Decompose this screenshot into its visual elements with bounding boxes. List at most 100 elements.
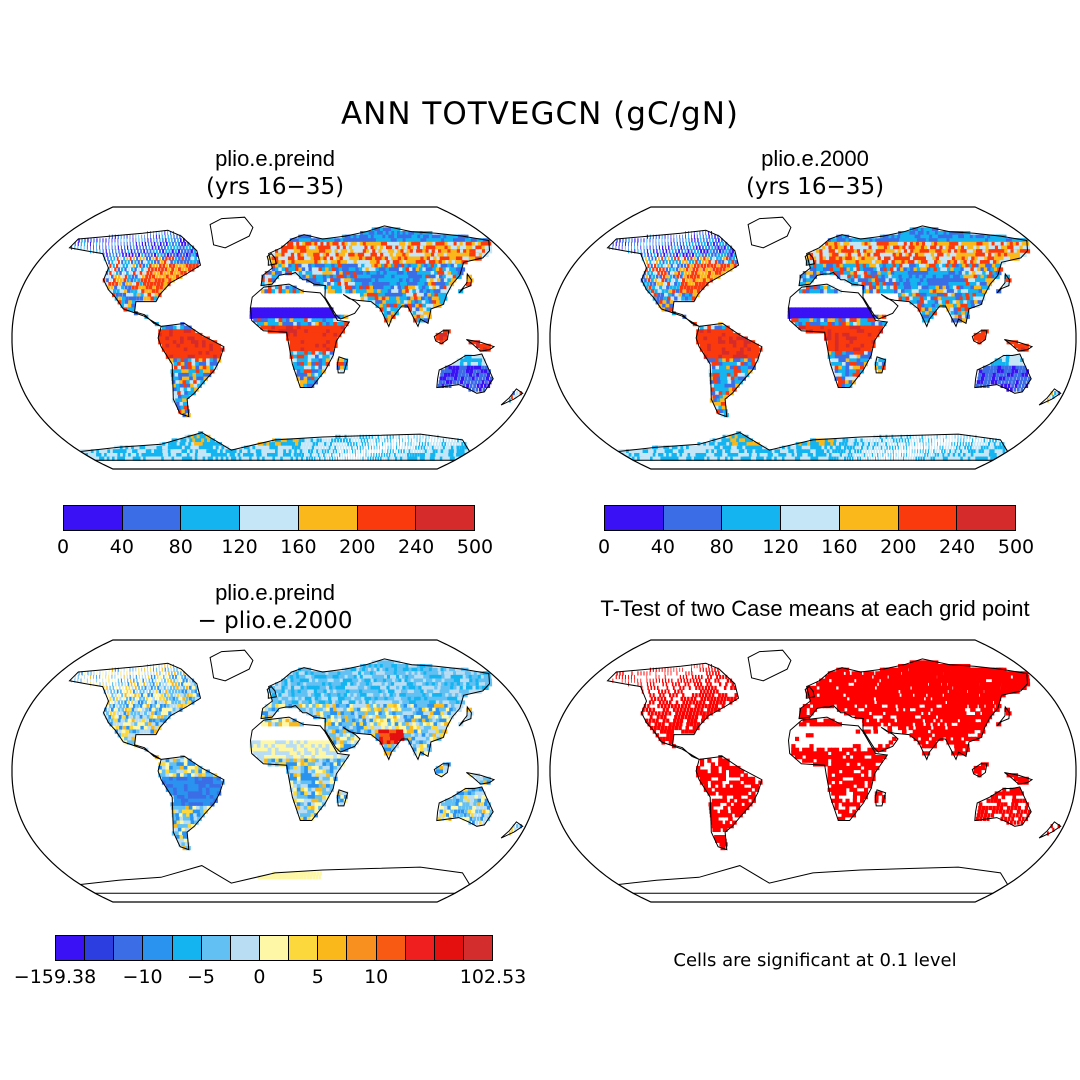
panel-2000-title: plio.e.2000 (761, 146, 869, 171)
colorbar-tick-label: 80 (168, 536, 193, 558)
panel-diff-subtitle: − plio.e.2000 (197, 608, 353, 634)
coastline-eurasia (260, 225, 491, 328)
coastline-greenland (209, 649, 254, 682)
colorbar-swatch (298, 506, 358, 530)
coastline-southAmerica (157, 755, 225, 851)
coastline-nz (500, 388, 524, 406)
coastline-uk (266, 685, 277, 699)
coastline-borneo (971, 763, 988, 778)
colorbar-tick-label: 5 (311, 966, 324, 988)
coastline-africa (787, 283, 889, 388)
colorbar-swatch (376, 936, 406, 960)
coastline-indonesiaNG (1004, 339, 1034, 352)
map-frame (549, 206, 1077, 470)
map-diff (11, 639, 539, 903)
panel-preind-title: plio.e.preind (215, 146, 335, 171)
significance-note: Cells are significant at 0.1 level (673, 950, 957, 971)
colorbar-tick-label: 102.53 (459, 966, 527, 988)
coastline-australia (974, 353, 1032, 394)
colorbar-tick-label: 200 (880, 536, 917, 558)
coastline-southAmerica (695, 755, 763, 851)
coastline-borneo (433, 763, 450, 778)
colorbar-2000 (604, 505, 1016, 531)
coastline-northAmerica (606, 229, 740, 327)
coastline-madagascar (874, 356, 887, 374)
colorbar-swatch (605, 506, 664, 530)
colorbar-swatch (781, 506, 840, 530)
map-frame (11, 206, 539, 470)
coastline-northAmerica (68, 229, 202, 327)
colorbar-swatch (434, 936, 464, 960)
colorbar-swatch (416, 506, 475, 530)
map-preind (11, 206, 539, 470)
panel-diff-header: plio.e.preind − plio.e.2000 (10, 580, 540, 634)
colorbar-swatch (663, 506, 723, 530)
colorbar-swatch (839, 506, 899, 530)
colorbar-tick-label: 10 (364, 966, 389, 988)
coastline-borneo (971, 330, 988, 345)
colorbar-tick-label: 200 (339, 536, 376, 558)
colorbar-tick-label: 240 (398, 536, 435, 558)
colorbar-swatch (289, 936, 319, 960)
colorbar-swatch (114, 936, 144, 960)
panel-2000-header: plio.e.2000 (yrs 16−35) (550, 146, 1080, 200)
coastline-japan (996, 272, 1010, 294)
panel-preind-header: plio.e.preind (yrs 16−35) (10, 146, 540, 200)
coastline-japan (458, 272, 472, 294)
colorbar-swatch (56, 936, 86, 960)
colorbar-swatch (201, 936, 231, 960)
colorbar-swatch (347, 936, 377, 960)
panel-ttest-header: T-Test of two Case means at each grid po… (550, 596, 1080, 622)
panel-2000-subtitle: (yrs 16−35) (745, 174, 885, 200)
colorbar-tick-label: 160 (821, 536, 858, 558)
colorbar-tick-label: 0 (253, 966, 266, 988)
colorbar-tick-label: 0 (56, 536, 70, 558)
coastline-uk (266, 252, 277, 266)
colorbar-tick-label: 120 (762, 536, 799, 558)
coastline-southAmerica (695, 322, 763, 418)
colorbar-swatch (143, 936, 173, 960)
coastline-indonesiaNG (466, 772, 496, 785)
coastline-nz (500, 821, 524, 839)
coastline-northAmerica (68, 662, 202, 760)
map-ttest (549, 639, 1077, 903)
map-cells (71, 660, 522, 880)
colorbar-swatch (64, 506, 123, 530)
coastline-africa (249, 283, 351, 388)
colorbar-tick-label: 240 (939, 536, 976, 558)
panel-ttest-title: T-Test of two Case means at each grid po… (600, 596, 1030, 621)
coastline-indonesiaNG (1004, 772, 1034, 785)
colorbar-swatch (722, 506, 782, 530)
coastline-africa (249, 716, 351, 821)
colorbar-swatch (957, 506, 1016, 530)
colorbar-tick-label: 0 (597, 536, 611, 558)
coastline-madagascar (336, 789, 349, 807)
colorbar-swatch (318, 936, 348, 960)
map-frame (549, 639, 1077, 903)
coastline-greenland (209, 216, 254, 249)
coastline-eurasia (798, 225, 1029, 328)
coastline-nz (1038, 821, 1062, 839)
map-frame (11, 639, 539, 903)
panel-diff-title: plio.e.preind (215, 580, 335, 605)
colorbar-swatch (463, 936, 493, 960)
coastline-japan (996, 705, 1010, 727)
coastline-borneo (433, 330, 450, 345)
coastline-greenland (747, 216, 792, 249)
map-cells (609, 227, 1060, 461)
colorbar-swatch (898, 506, 958, 530)
colorbar-swatch (230, 936, 260, 960)
coastline-eurasia (260, 658, 491, 761)
colorbar-swatch (259, 936, 290, 960)
colorbar-swatch (122, 506, 182, 530)
coastline-madagascar (874, 789, 887, 807)
colorbar-preind (63, 505, 475, 531)
map-2000 (549, 206, 1077, 470)
coastline-nz (1038, 388, 1062, 406)
coastlines (606, 649, 1062, 894)
colorbar-tick-label: 80 (709, 536, 734, 558)
coastline-greenland (747, 649, 792, 682)
panel-preind-subtitle: (yrs 16−35) (205, 174, 345, 200)
colorbar-swatch (85, 936, 115, 960)
colorbar-tick-label: 40 (650, 536, 675, 558)
